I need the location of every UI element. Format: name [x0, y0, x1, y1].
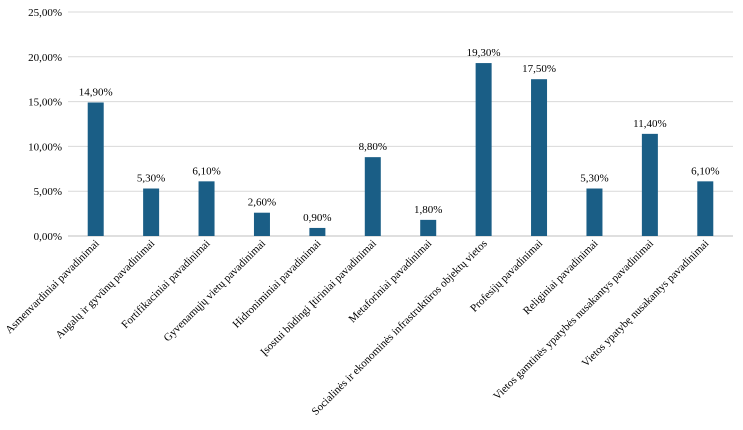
gridlines: [68, 11, 733, 237]
data-label: 8,80%: [359, 141, 387, 153]
data-label: 5,30%: [137, 173, 165, 185]
y-tick-label: 15,00%: [28, 97, 62, 109]
y-tick-label: 0,00%: [34, 231, 62, 243]
category-label: Vietos ypatybę nusakantys pavadinimai: [580, 238, 712, 370]
y-axis-ticks: 0,00% 5,00% 10,00% 15,00% 20,00% 25,00%: [28, 7, 62, 243]
bar: [364, 157, 381, 236]
bar: [143, 188, 160, 236]
data-label: 2,60%: [248, 197, 276, 209]
data-label: 1,80%: [414, 204, 442, 216]
bar: [475, 63, 492, 237]
bar: [641, 133, 658, 236]
bar: [198, 181, 215, 236]
data-label: 6,10%: [192, 165, 220, 177]
data-label: 0,90%: [303, 212, 331, 224]
bar: [697, 181, 714, 236]
data-label: 14,90%: [79, 86, 113, 98]
y-tick-label: 5,00%: [34, 186, 62, 198]
bar: [531, 79, 548, 236]
y-tick-label: 20,00%: [28, 52, 62, 64]
category-label: Įsostui būdingi Įtiriniai pavadinimai: [258, 238, 379, 359]
data-label: 5,30%: [580, 173, 608, 185]
category-label: Asmenvardiniai pavadinimai: [3, 238, 102, 337]
data-label: 11,40%: [633, 118, 667, 130]
data-label: 19,30%: [467, 47, 501, 59]
y-tick-label: 25,00%: [28, 7, 62, 19]
data-labels: 14,90% 5,30% 6,10% 2,60% 0,90% 8,80% 1,80% 19,3…: [79, 47, 720, 224]
category-label: Augalų ir gyvūnų pavadinimai: [53, 238, 157, 342]
bar: [87, 102, 104, 236]
y-tick-label: 10,00%: [28, 141, 62, 153]
bar: [420, 219, 437, 236]
bar: [253, 212, 270, 236]
bars: [87, 63, 714, 237]
bar: [586, 188, 603, 236]
data-label: 6,10%: [691, 165, 719, 177]
data-label: 17,50%: [522, 63, 556, 75]
category-label: Gyvenamųjų vietų pavadinimai: [162, 238, 269, 345]
category-label: Fortifikaciniai pavadinimai: [119, 238, 212, 331]
bar: [309, 227, 326, 236]
